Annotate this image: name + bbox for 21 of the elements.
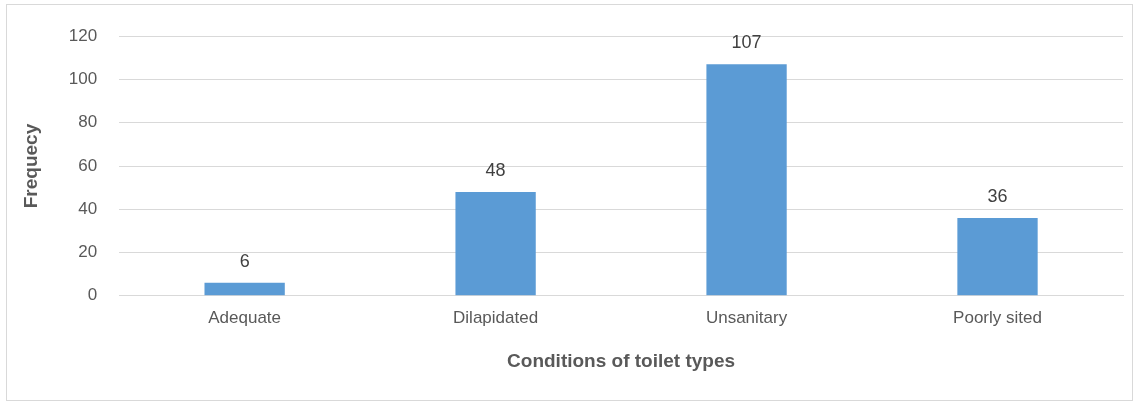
y-tick-label: 80 (78, 112, 98, 132)
y-tick-label: 60 (78, 155, 98, 175)
y-tick-label: 20 (78, 242, 98, 262)
data-label: 36 (987, 185, 1008, 206)
bar (204, 282, 285, 296)
bar (455, 191, 536, 296)
y-tick-label: 100 (68, 69, 98, 89)
data-label: 6 (239, 250, 250, 271)
data-label: 107 (731, 32, 762, 53)
bar (957, 217, 1038, 296)
x-axis-title: Conditions of toilet types (507, 349, 736, 371)
y-tick-label: 0 (87, 285, 98, 305)
y-tick-label: 40 (78, 198, 98, 218)
x-tick-label: Dilapidated (453, 307, 539, 327)
bar (706, 64, 787, 296)
y-tick-label: 120 (68, 25, 98, 45)
x-tick-label: Unsanitary (705, 307, 788, 327)
x-tick-label: Adequate (208, 307, 282, 327)
data-label: 48 (485, 159, 506, 180)
x-tick-label: Poorly sited (953, 307, 1042, 327)
y-axis-title: Frequecy (19, 123, 41, 209)
